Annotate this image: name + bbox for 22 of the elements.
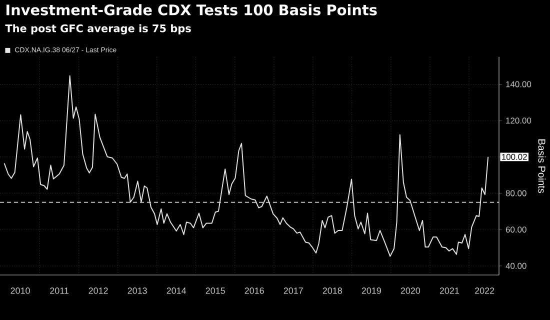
x-tick-label: 2011: [50, 288, 68, 294]
y-tick-label: 60.00: [506, 226, 526, 233]
chart-title: Investment-Grade CDX Tests 100 Basis Points: [6, 4, 377, 16]
x-tick-label: 2015: [206, 288, 225, 294]
x-tick-label: 2017: [284, 288, 303, 294]
y-tick-label: 120.00: [506, 118, 532, 124]
y-tick-label: 40.00: [506, 262, 526, 269]
x-tick-label: 2010: [10, 288, 30, 294]
x-tick-label: 2018: [322, 288, 342, 294]
y-tick-label: 140.00: [506, 81, 532, 88]
x-tick-label: 2022: [475, 288, 494, 294]
x-tick-label: 2021: [440, 288, 459, 294]
x-tick-label: 2013: [128, 288, 147, 294]
chart-subtitle: The post GFC average is 75 bps: [5, 24, 191, 34]
y-axis-title: Basis Points: [538, 139, 546, 194]
x-tick-label: 2020: [400, 288, 420, 294]
x-tick-label: 2016: [244, 288, 264, 294]
x-tick-label: 2019: [362, 288, 381, 294]
x-tick-label: 2014: [166, 288, 186, 294]
x-tick-label: 2012: [88, 288, 108, 294]
text: 100.02: [502, 154, 527, 160]
y-tick-label: 80.00: [506, 190, 526, 196]
